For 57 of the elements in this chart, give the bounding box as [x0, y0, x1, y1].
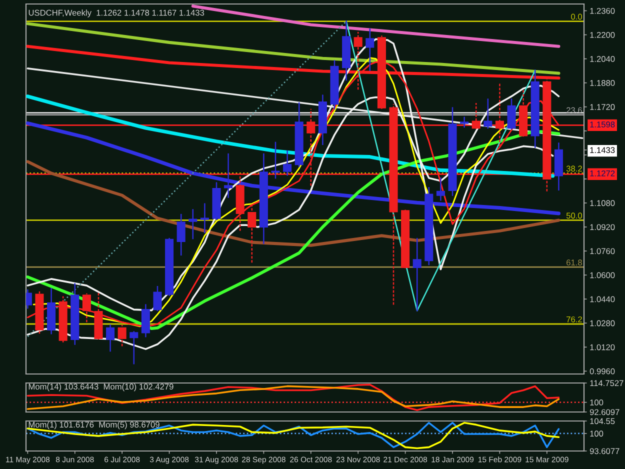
candlestick [472, 102, 480, 130]
y-tick-label: 104.55 [590, 418, 615, 424]
y-tick-label: 93.6077 [590, 448, 620, 454]
candlestick [200, 203, 209, 234]
chart-title: Mom(1) 101.6176 Mom(5) 98.6709 [28, 421, 160, 430]
ref-line-label: 1.1598 [590, 122, 615, 128]
candlestick [118, 324, 126, 347]
y-tick-label: 0.9960 [590, 368, 615, 374]
y-tick-label: 1.0120 [590, 344, 615, 350]
candlestick [130, 331, 138, 364]
annotation: 76.2 [566, 316, 582, 322]
candlestick [82, 292, 91, 323]
y-tick-label: 114.7527 [590, 380, 624, 386]
y-tick-label: 100 [590, 400, 604, 406]
y-tick-label: 1.0600 [590, 272, 615, 278]
candlestick [106, 324, 115, 352]
candlestick [283, 150, 292, 176]
candlestick [460, 116, 469, 128]
y-tick-label: 1.1080 [590, 200, 615, 206]
candlestick [412, 238, 422, 312]
ref-line-label: 1.1272 [590, 170, 615, 176]
annotation: 0.0 [571, 14, 582, 20]
candlestick [366, 28, 374, 71]
y-tick-label: 1.0760 [590, 248, 615, 254]
annotation: 50.0 [566, 212, 582, 219]
candlestick [495, 83, 504, 147]
candlestick [188, 209, 198, 240]
line-series [26, 160, 560, 247]
line-series [26, 121, 561, 216]
annotation: 23.6 [566, 107, 582, 114]
candlestick [141, 304, 150, 338]
y-tick-label: 92.6097 [590, 409, 620, 416]
y-tick-label: 1.0280 [590, 320, 615, 326]
candlestick [436, 177, 445, 201]
y-tick-label: 1.2360 [590, 8, 615, 14]
y-tick-label: 1.1433 [590, 147, 615, 154]
y-tick-label: 1.2040 [590, 56, 615, 62]
y-tick-label: 1.0440 [590, 296, 615, 302]
annotation: 61.8 [566, 260, 582, 266]
y-tick-label: 1.1880 [590, 80, 615, 86]
candlestick [153, 286, 162, 311]
candlestick [271, 142, 280, 179]
y-tick-label: 100 [590, 430, 604, 437]
candlestick [248, 204, 256, 264]
annotation: 38.2 [566, 166, 582, 172]
candlestick [484, 98, 492, 129]
candlestick [507, 98, 516, 130]
y-tick-label: 1.0920 [590, 224, 615, 230]
line-series [26, 22, 560, 75]
candlestick [306, 108, 316, 186]
chart-title: Mom(14) 103.6443 Mom(10) 102.4279 [28, 383, 174, 392]
candlestick [354, 31, 362, 90]
text: USDCHF,Weekly 1.1262 1.1478 1.1167 1.1433 [28, 10, 204, 18]
candlestick [176, 214, 186, 256]
y-tick-label: 1.2200 [590, 32, 615, 38]
y-tick-label: 1.1720 [590, 104, 615, 110]
candlestick [224, 153, 233, 198]
